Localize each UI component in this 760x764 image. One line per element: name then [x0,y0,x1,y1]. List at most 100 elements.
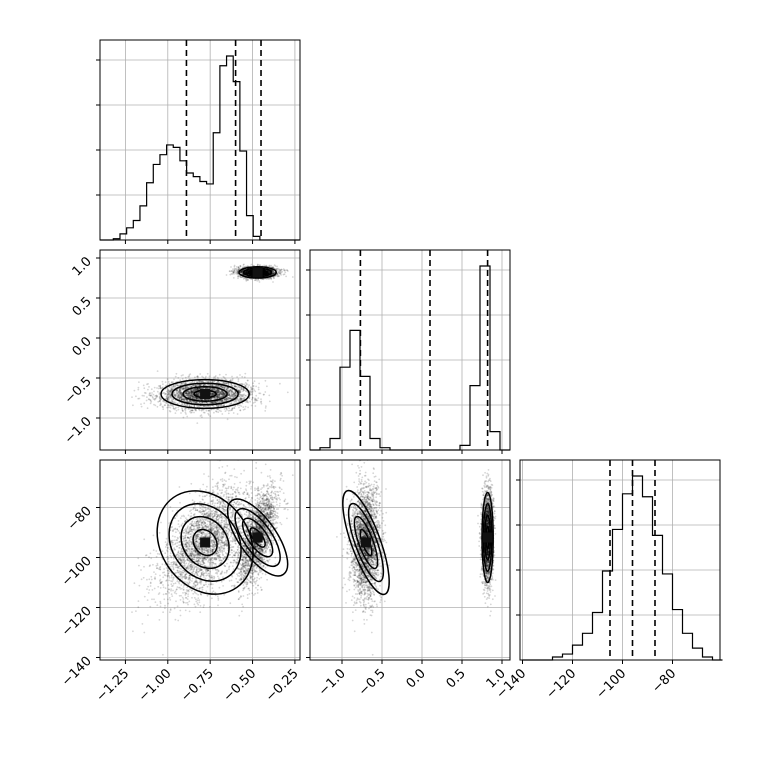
scatter-point [234,401,236,403]
scatter-point [143,387,145,389]
scatter-point [255,405,257,407]
hist-frame-2 [520,460,720,660]
scatter-point [201,376,203,378]
scatter-point [232,268,234,270]
scatter-point [173,408,175,410]
scatter-point [236,266,238,268]
scatter-point [292,276,294,278]
scatter-point [228,413,230,415]
scatter-point [255,395,257,397]
scatter-point [276,266,278,268]
scatter-point [137,389,139,391]
scatter-point [229,270,231,272]
scatter-point [165,402,167,404]
scatter-point [189,392,191,394]
scatter-point [186,416,188,418]
scatter-point [238,407,240,409]
scatter-point [154,398,156,400]
scatter-point [185,410,187,412]
scatter-point [272,281,274,283]
scatter-point [239,265,241,267]
scatter-point [237,398,239,400]
scatter-point [204,384,206,386]
scatter-point [187,376,189,378]
scatter-point [167,398,169,400]
scatter-point [196,388,198,390]
scatter-point [162,406,164,408]
scatter-point [166,391,168,393]
scatter-point [159,385,161,387]
scatter-point [166,407,168,409]
scatter-point [219,374,221,376]
scatter-point [215,410,217,412]
scatter-point [269,401,271,403]
scatter-point [180,396,182,398]
scatter-point [247,407,249,409]
scatter-point [143,402,145,404]
scatter-point [283,268,285,270]
scatter-point [217,411,219,413]
scatter-point [268,278,270,280]
scatter-point [195,409,197,411]
scatter-point [233,277,235,279]
scatter-point [185,412,187,414]
scatter-point [237,413,239,415]
scatter-point [188,374,190,376]
scatter-point [232,407,234,409]
scatter-point [235,386,237,388]
scatter-point [158,385,160,387]
scatter-point [265,407,267,409]
scatter-point [280,271,282,273]
scatter-point [172,406,174,408]
hist-panel-2 [516,460,723,664]
scatter-point [264,410,266,412]
scatter-point [175,376,177,378]
scatter-point [246,383,248,385]
scatter-point [177,377,179,379]
scatter-point [157,391,159,393]
scatter-point [240,405,242,407]
scatter-point [258,383,260,385]
scatter-point [187,394,189,396]
scatter-point [260,393,262,395]
scatter-point [239,409,241,411]
scatter-point [176,390,178,392]
scatter-point [240,388,242,390]
scatter-point [231,376,233,378]
scatter-point [227,418,229,420]
scatter-point [237,276,239,278]
scatter-point [146,400,148,402]
scatter-point [230,266,232,268]
scatter-point [226,407,228,409]
scatter-point [188,392,190,394]
scatter-point [231,391,233,393]
scatter-point [231,270,233,272]
scatter-point [169,387,171,389]
scatter-point [167,388,169,390]
scatter-point [201,416,203,418]
scatter-point [179,402,181,404]
scatter-point [142,395,144,397]
scatter-point [260,398,262,400]
scatter-point [239,374,241,376]
scatter-point [169,407,171,409]
scatter-point [209,415,211,417]
scatter-point [250,386,252,388]
scatter-point [232,394,234,396]
scatter-point [244,408,246,410]
scatter-point [226,409,228,411]
scatter-point [225,374,227,376]
scatter-point [147,407,149,409]
scatter-point [254,380,256,382]
scatter-point [223,376,225,378]
scatter-point [201,414,203,416]
scatter-point [149,392,151,394]
scatter-point [208,414,210,416]
hist-frame-0 [100,40,300,240]
scatter-point [147,389,149,391]
scatter-point [185,400,187,402]
scatter-point [138,387,140,389]
scatter-point [238,267,240,269]
scatter-point [268,395,270,397]
scatter-point [237,277,239,279]
